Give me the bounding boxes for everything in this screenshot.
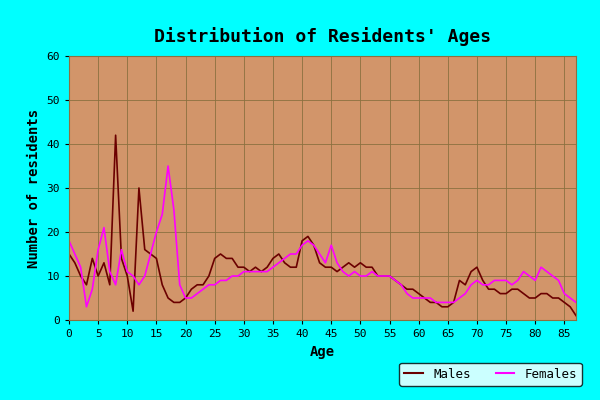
Legend: Males, Females: Males, Females: [399, 363, 582, 386]
Title: Distribution of Residents' Ages: Distribution of Residents' Ages: [154, 27, 491, 46]
Y-axis label: Number of residents: Number of residents: [27, 108, 41, 268]
X-axis label: Age: Age: [310, 344, 335, 358]
